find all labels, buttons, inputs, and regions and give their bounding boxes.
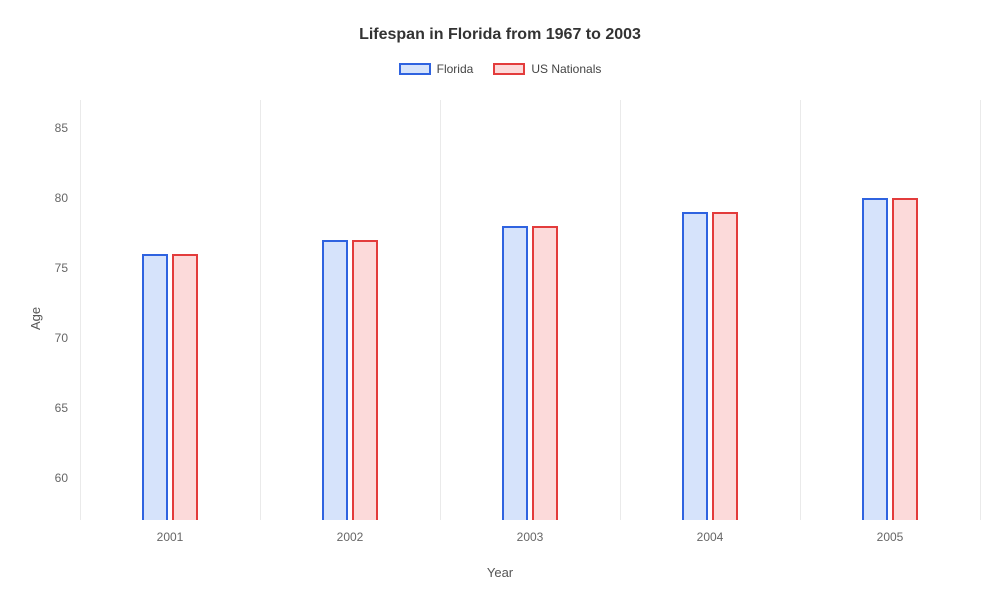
x-tick-label: 2001 [157,530,184,544]
bar [352,240,378,520]
y-tick-label: 75 [0,261,68,275]
legend-swatch [399,63,431,75]
y-axis-label: Age [28,307,43,330]
y-tick-label: 60 [0,471,68,485]
x-tick-label: 2002 [337,530,364,544]
gridline [80,100,81,520]
legend: Florida US Nationals [0,62,1000,76]
chart-title: Lifespan in Florida from 1967 to 2003 [0,26,1000,44]
gridline [800,100,801,520]
legend-label: US Nationals [531,62,601,76]
gridline [440,100,441,520]
legend-item: US Nationals [493,62,601,76]
bar [322,240,348,520]
x-tick-label: 2004 [697,530,724,544]
chart-container: Lifespan in Florida from 1967 to 2003 Fl… [0,0,1000,600]
gridline [260,100,261,520]
gridline [620,100,621,520]
x-tick-label: 2003 [517,530,544,544]
bar [142,254,168,520]
gridline [980,100,981,520]
bar [172,254,198,520]
bar [532,226,558,520]
bar [502,226,528,520]
legend-swatch [493,63,525,75]
bar [682,212,708,520]
x-axis-label: Year [0,565,1000,580]
bar [712,212,738,520]
legend-label: Florida [437,62,474,76]
y-tick-label: 85 [0,121,68,135]
plot-area [80,100,980,520]
bar [892,198,918,520]
x-tick-label: 2005 [877,530,904,544]
y-tick-label: 70 [0,331,68,345]
legend-item: Florida [399,62,474,76]
y-tick-label: 65 [0,401,68,415]
y-tick-label: 80 [0,191,68,205]
bar [862,198,888,520]
